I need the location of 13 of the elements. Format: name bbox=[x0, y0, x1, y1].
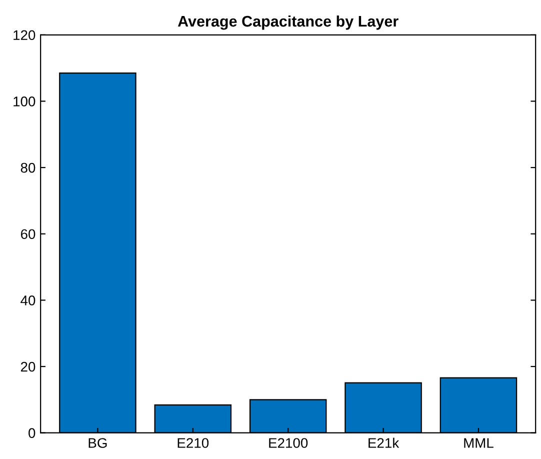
y-tick-label: 20 bbox=[20, 362, 36, 372]
x-tick-label: MML bbox=[464, 438, 494, 448]
x-tick-label: E2100 bbox=[269, 438, 308, 448]
y-tick-label: 60 bbox=[20, 229, 36, 240]
y-tick-label: 40 bbox=[20, 296, 36, 306]
y-tick-label: 0 bbox=[28, 428, 36, 438]
chart-title: Average Capacitance by Layer bbox=[178, 15, 398, 30]
y-tick-label: 100 bbox=[14, 96, 36, 106]
x-tick-label: E210 bbox=[178, 438, 209, 448]
x-tick-label: BG bbox=[88, 438, 107, 448]
y-tick-label: 80 bbox=[20, 162, 36, 173]
x-tick-label: E21k bbox=[368, 438, 400, 448]
y-tick-label: 120 bbox=[14, 30, 36, 40]
